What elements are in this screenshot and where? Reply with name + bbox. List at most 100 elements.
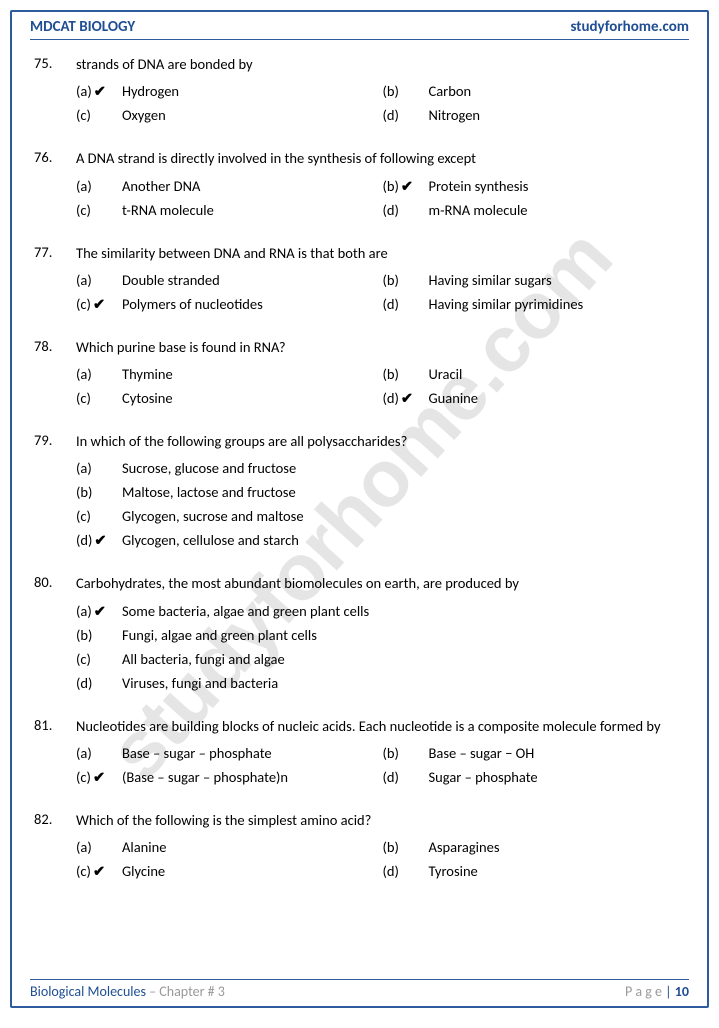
option-text: Maltose, lactose and fructose <box>122 483 689 501</box>
option-text: Asparagines <box>429 838 690 856</box>
option-row: (a)Alanine(b)Asparagines <box>34 838 689 856</box>
option-spacer <box>34 82 76 100</box>
option-letter: (c) <box>76 389 122 407</box>
option-pair: (c)Oxygen(d)Nitrogen <box>76 106 689 124</box>
option-pair: (c)Cytosine(d)✔Guanine <box>76 389 689 407</box>
option-text: (Base – sugar – phosphate)n <box>122 768 383 786</box>
option-row: (d)✔Glycogen, cellulose and starch <box>34 531 689 549</box>
option-text: Tyrosine <box>429 862 690 880</box>
question-row: 76.A DNA strand is directly involved in … <box>34 148 689 168</box>
question: 76.A DNA strand is directly involved in … <box>34 148 689 218</box>
question-text: In which of the following groups are all… <box>76 431 689 451</box>
page-bar: | <box>665 983 675 1000</box>
option-pair: (c)✔Glycine(d)Tyrosine <box>76 862 689 880</box>
option-letter: (d)✔ <box>76 531 122 549</box>
option-letter: (a) <box>76 459 122 477</box>
option-row: (a)Another DNA(b)✔Protein synthesis <box>34 177 689 195</box>
option-row: (c)✔Glycine(d)Tyrosine <box>34 862 689 880</box>
check-icon: ✔ <box>94 531 106 549</box>
question-number: 82. <box>34 810 76 828</box>
question: 77.The similarity between DNA and RNA is… <box>34 243 689 313</box>
question-row: 75.strands of DNA are bonded by <box>34 54 689 74</box>
question-text: The similarity between DNA and RNA is th… <box>76 243 689 263</box>
header-title: MDCAT BIOLOGY <box>30 18 135 36</box>
options: (a)Thymine(b)Uracil (c)Cytosine(d)✔Guanin… <box>34 365 689 407</box>
option-letter: (b) <box>383 838 429 856</box>
check-icon: ✔ <box>93 768 105 786</box>
option-spacer <box>34 768 76 786</box>
option-letter: (b) <box>383 82 429 100</box>
option: (b)Uracil <box>383 365 690 383</box>
option-spacer <box>34 602 76 620</box>
question: 82.Which of the following is the simples… <box>34 810 689 880</box>
option-letter: (a) <box>76 365 122 383</box>
option-spacer <box>34 838 76 856</box>
option-row: (c)t-RNA molecule(d)m-RNA molecule <box>34 201 689 219</box>
option-pair: (a)Base – sugar – phosphate(b)Base – sug… <box>76 744 689 762</box>
option: (b)Asparagines <box>383 838 690 856</box>
option-row: (d)Viruses, fungi and bacteria <box>34 674 689 692</box>
question-row: 82.Which of the following is the simples… <box>34 810 689 830</box>
option-letter: (b) <box>76 626 122 644</box>
option-letter: (d) <box>383 295 429 313</box>
question-number: 79. <box>34 431 76 449</box>
option-text: Nitrogen <box>429 106 690 124</box>
option: (c)✔Polymers of nucleotides <box>76 295 383 313</box>
option: (c)All bacteria, fungi and algae <box>76 650 689 668</box>
option-text: Sucrose, glucose and fructose <box>122 459 689 477</box>
option: (b)Maltose, lactose and fructose <box>76 483 689 501</box>
option-spacer <box>34 674 76 692</box>
option: (a)✔Some bacteria, algae and green plant… <box>76 602 689 620</box>
option-text: Cytosine <box>122 389 383 407</box>
question: 78.Which purine base is found in RNA? (a)… <box>34 337 689 407</box>
option-text: Alanine <box>122 838 383 856</box>
option-spacer <box>34 201 76 219</box>
option-pair: (c)t-RNA molecule(d)m-RNA molecule <box>76 201 689 219</box>
option-pair: (c)✔(Base – sugar – phosphate)n(d)Sugar … <box>76 768 689 786</box>
check-icon: ✔ <box>94 82 106 100</box>
option: (c)t-RNA molecule <box>76 201 383 219</box>
option: (b)✔Protein synthesis <box>383 177 690 195</box>
option-letter: (a) <box>76 744 122 762</box>
option-text: Viruses, fungi and bacteria <box>122 674 689 692</box>
question-text: Nucleotides are building blocks of nucle… <box>76 716 689 736</box>
option-spacer <box>34 650 76 668</box>
option-pair: (a)Alanine(b)Asparagines <box>76 838 689 856</box>
question-row: 78.Which purine base is found in RNA? <box>34 337 689 357</box>
option-text: Glycine <box>122 862 383 880</box>
option-pair: (a)Thymine(b)Uracil <box>76 365 689 383</box>
question-row: 77.The similarity between DNA and RNA is… <box>34 243 689 263</box>
option-text: Having similar pyrimidines <box>429 295 690 313</box>
option: (c)✔(Base – sugar – phosphate)n <box>76 768 383 786</box>
check-icon: ✔ <box>93 862 105 880</box>
option-letter: (c) <box>76 507 122 525</box>
option-text: m-RNA molecule <box>429 201 690 219</box>
question: 79.In which of the following groups are … <box>34 431 689 549</box>
option-pair: (c)✔Polymers of nucleotides(d)Having sim… <box>76 295 689 313</box>
options: (a)Sucrose, glucose and fructose(b)Malto… <box>34 459 689 549</box>
option-letter: (b) <box>383 365 429 383</box>
option-row: (c)✔(Base – sugar – phosphate)n(d)Sugar … <box>34 768 689 786</box>
option-spacer <box>34 389 76 407</box>
option-spacer <box>34 744 76 762</box>
question: 75.strands of DNA are bonded by(a)✔Hydro… <box>34 54 689 124</box>
option: (b)Fungi, algae and green plant cells <box>76 626 689 644</box>
question: 81.Nucleotides are building blocks of nu… <box>34 716 689 786</box>
check-icon: ✔ <box>401 177 413 195</box>
option-text: t-RNA molecule <box>122 201 383 219</box>
footer-page: P a g e | 10 <box>625 983 689 1000</box>
option-letter: (b) <box>76 483 122 501</box>
option: (a)Sucrose, glucose and fructose <box>76 459 689 477</box>
question-text: Which purine base is found in RNA? <box>76 337 689 357</box>
option: (b)Having similar sugars <box>383 271 690 289</box>
option-letter: (d) <box>383 768 429 786</box>
option-row: (a)Double stranded(b)Having similar suga… <box>34 271 689 289</box>
option-spacer <box>34 365 76 383</box>
options: (a)Double stranded(b)Having similar suga… <box>34 271 689 313</box>
check-icon: ✔ <box>401 389 413 407</box>
page-number: 10 <box>675 983 689 1000</box>
option-text: Having similar sugars <box>429 271 690 289</box>
option: (b)Base – sugar − OH <box>383 744 690 762</box>
option: (d)Nitrogen <box>383 106 690 124</box>
page-frame: studyforhome.com MDCAT BIOLOGY studyforh… <box>10 10 709 1008</box>
